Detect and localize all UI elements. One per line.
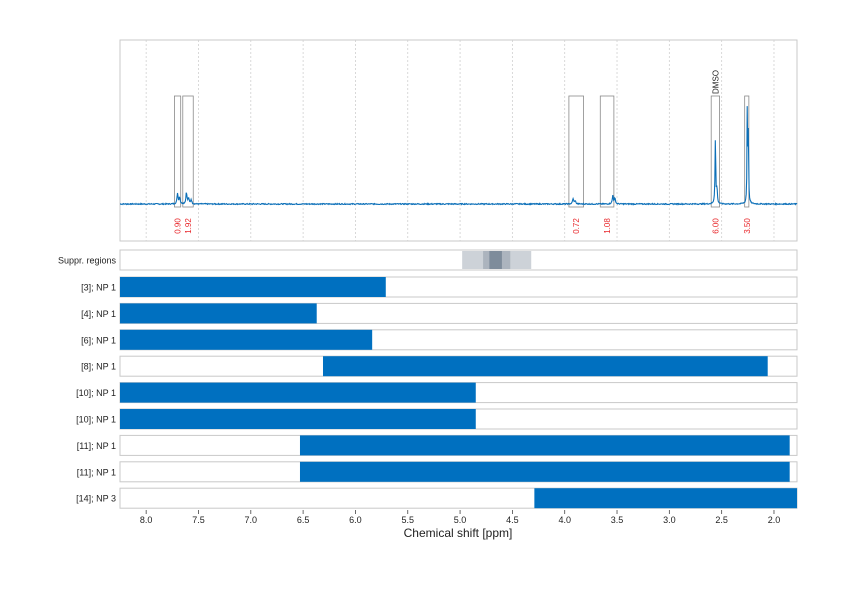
x-tick-label-7: 4.5 xyxy=(506,515,519,525)
integral-label-2: 0.72 xyxy=(572,218,581,234)
x-tick-label-3: 6.5 xyxy=(297,515,310,525)
x-tick-label-10: 3.0 xyxy=(663,515,676,525)
suppr-label: Suppr. regions xyxy=(58,256,117,266)
range-label-2: [6]; NP 1 xyxy=(81,335,116,345)
range-bar-8 xyxy=(534,488,797,509)
x-tick-label-1: 7.5 xyxy=(192,515,205,525)
integral-label-5: 3.50 xyxy=(743,218,752,234)
range-bar-2 xyxy=(120,329,373,350)
range-bar-4 xyxy=(120,382,476,403)
suppression-regions-panel: Suppr. regions xyxy=(58,249,798,271)
range-bar-1 xyxy=(120,303,317,324)
integral-label-4: 6.00 xyxy=(711,218,720,234)
integral-box-0 xyxy=(174,95,182,208)
range-label-1: [4]; NP 1 xyxy=(81,309,116,319)
range-bar-6 xyxy=(299,435,790,456)
suppr-frame xyxy=(119,249,798,271)
integral-label-1: 1.92 xyxy=(184,218,193,234)
integral-box-3 xyxy=(599,95,615,208)
integral-box-1 xyxy=(182,95,194,208)
range-label-5: [10]; NP 1 xyxy=(76,415,116,425)
range-label-6: [11]; NP 1 xyxy=(77,441,116,451)
integral-box-4 xyxy=(710,95,720,208)
range-bar-3 xyxy=(322,356,768,377)
range-label-8: [14]; NP 3 xyxy=(76,494,116,504)
range-label-0: [3]; NP 1 xyxy=(81,283,116,293)
suppr-region-2 xyxy=(489,251,502,269)
x-tick-label-0: 8.0 xyxy=(140,515,153,525)
range-label-7: [11]; NP 1 xyxy=(77,467,116,477)
x-axis-title: Chemical shift [ppm] xyxy=(404,526,513,540)
x-tick-label-11: 2.5 xyxy=(715,515,728,525)
spectrum-line xyxy=(119,106,798,206)
x-tick-label-4: 6.0 xyxy=(349,515,362,525)
x-axis: 8.0 7.5 7.0 6.5 6.0 5.5 5.0 4.5 4.0 3.5 3.0 2.5 2.0 xyxy=(140,510,780,525)
x-tick-label-9: 3.5 xyxy=(611,515,624,525)
x-tick-label-2: 7.0 xyxy=(245,515,258,525)
integral-label-3: 1.08 xyxy=(603,218,612,234)
annotation-dmso: DMSO xyxy=(711,70,720,94)
x-tick-label-8: 4.0 xyxy=(558,515,571,525)
x-tick-label-5: 5.5 xyxy=(401,515,414,525)
range-bar-5 xyxy=(120,409,476,429)
range-bar-0 xyxy=(120,277,386,297)
range-bar-7 xyxy=(299,461,790,482)
range-bar-panels: [3]; NP 1 [4]; NP 1 [6]; NP 1 [8]; NP 1 [10]… xyxy=(76,276,798,509)
range-label-3: [8]; NP 1 xyxy=(81,362,116,372)
spectrum-panel: 0.90 1.92 0.72 1.08 6.00 3.50 DMSO xyxy=(119,39,798,242)
integral-label-0: 0.90 xyxy=(174,218,183,234)
x-tick-label-12: 2.0 xyxy=(768,515,781,525)
x-tick-label-6: 5.0 xyxy=(454,515,467,525)
spectrum-frame xyxy=(119,39,798,242)
range-label-4: [10]; NP 1 xyxy=(76,388,116,398)
integral-box-2 xyxy=(568,95,584,208)
